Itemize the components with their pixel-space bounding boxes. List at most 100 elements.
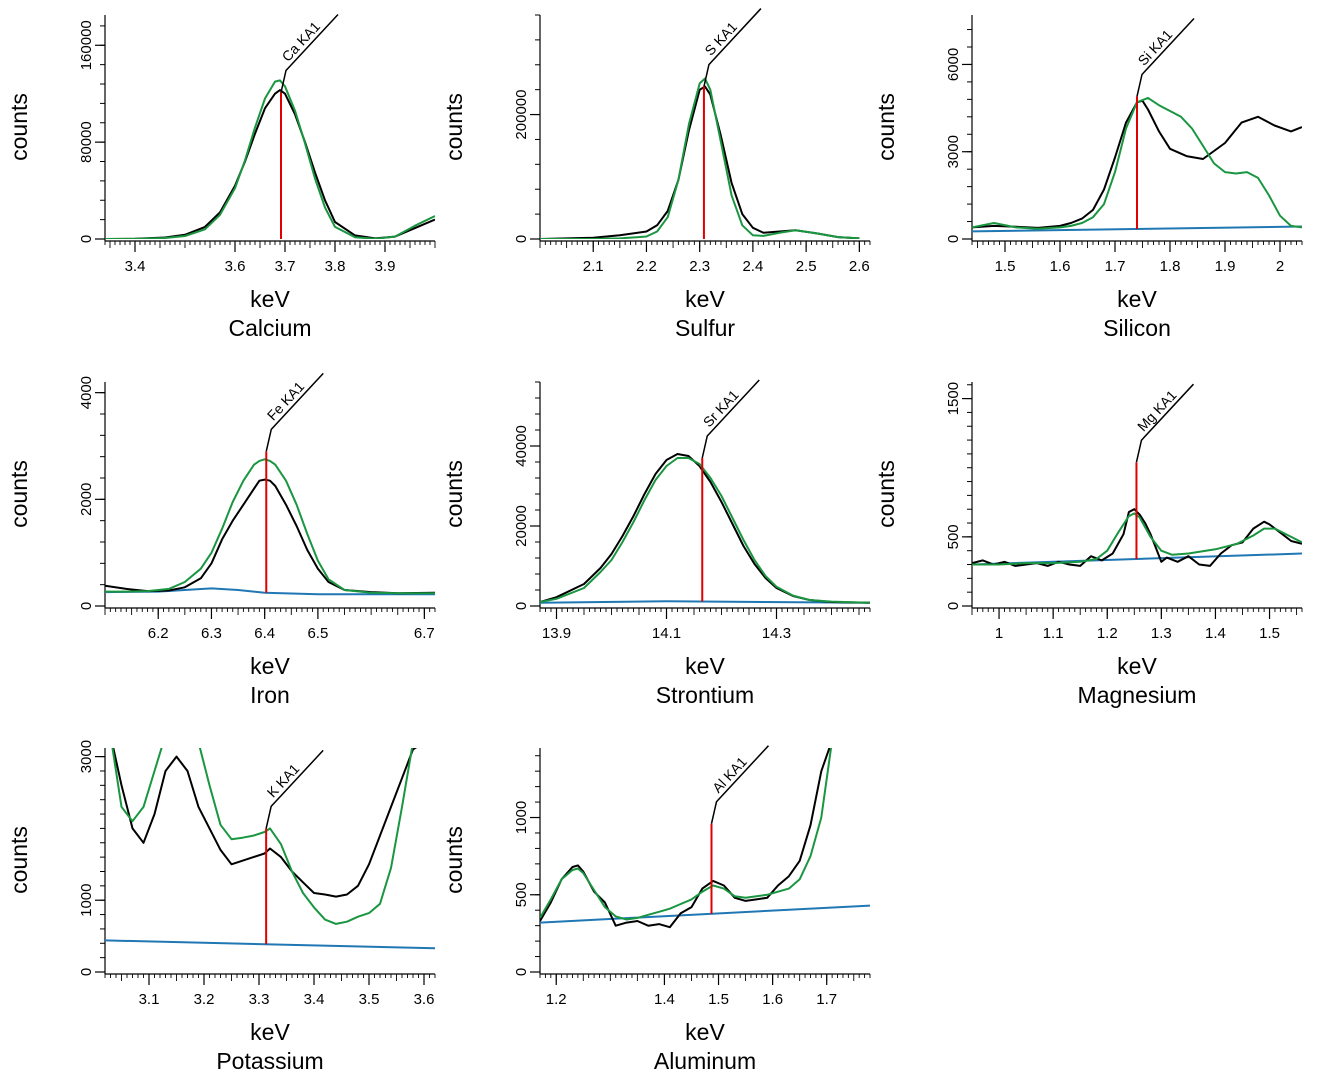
peak-label: Sr KA1 xyxy=(700,387,742,431)
x-tick-label: 2.6 xyxy=(849,258,870,275)
peak-leader-line xyxy=(280,13,339,93)
plot-area xyxy=(540,453,870,604)
peak-label: Al KA1 xyxy=(709,753,750,795)
x-tick-label: 3.4 xyxy=(304,991,325,1008)
panel-title: Magnesium xyxy=(1078,682,1197,708)
x-tick-label: 3.5 xyxy=(359,991,380,1008)
y-tick-label: 80000 xyxy=(78,121,95,163)
y-axis-label: counts xyxy=(6,460,32,528)
panel-aluminum: 0 500 1000 1.2 1.4 1.5 1.6 1.7 keV counts Aluminum… xyxy=(441,745,871,1074)
x-tick-label: 2 xyxy=(1276,258,1284,275)
plot-area xyxy=(105,458,435,596)
measured-spectrum-line xyxy=(540,748,831,929)
x-tick-label: 3.3 xyxy=(249,991,270,1008)
y-tick-label: 40000 xyxy=(513,425,530,467)
y-tick-label: 160000 xyxy=(78,20,95,70)
background-spectrum-line xyxy=(540,904,870,924)
x-tick-label: 6.2 xyxy=(148,625,169,642)
x-tick-label: 3.4 xyxy=(125,258,146,275)
plot-area xyxy=(540,748,870,929)
panel-title: Iron xyxy=(250,682,290,708)
y-tick-label: 0 xyxy=(945,235,962,243)
fit-spectrum-line xyxy=(540,748,833,921)
x-tick-label: 1.2 xyxy=(1097,625,1118,642)
y-tick-label: 3000 xyxy=(78,740,95,773)
panel-potassium: 0 1000 3000 3.1 3.2 3.3 3.4 3.5 3.6 keV counts Pota… xyxy=(6,740,436,1074)
fit-spectrum-line xyxy=(111,748,414,925)
x-tick-label: 1.4 xyxy=(1205,625,1226,642)
fit-spectrum-line xyxy=(972,96,1302,230)
x-tick-label: 1 xyxy=(995,625,1003,642)
x-axis-label: keV xyxy=(250,653,290,679)
y-axis-label: counts xyxy=(873,93,899,161)
fit-spectrum-line xyxy=(540,77,860,239)
fit-spectrum-line xyxy=(105,458,435,595)
x-tick-label: 1.5 xyxy=(1259,625,1280,642)
y-tick-label: 200000 xyxy=(513,90,530,140)
y-tick-label: 3000 xyxy=(945,135,962,168)
panel-title: Potassium xyxy=(216,1048,323,1074)
y-tick-label: 0 xyxy=(513,968,530,976)
x-tick-label: 1.9 xyxy=(1215,258,1236,275)
panel-sulfur: 0 200000 2.1 2.2 2.3 2.4 2.5 2.6 keV counts Sulfur… xyxy=(441,8,871,341)
y-axis-label: counts xyxy=(6,826,32,894)
panel-calcium: 0 80000 160000 3.4 3.6 3.7 3.8 3.9 keV counts Calc… xyxy=(6,13,436,341)
x-tick-label: 6.3 xyxy=(201,625,222,642)
x-axis-label: keV xyxy=(685,653,725,679)
fit-spectrum-line xyxy=(105,79,435,239)
peak-leader-line xyxy=(265,372,324,452)
peak-leader-line xyxy=(701,379,760,459)
x-tick-label: 2.3 xyxy=(689,258,710,275)
x-tick-label: 3.7 xyxy=(275,258,296,275)
y-tick-label: 0 xyxy=(513,602,530,610)
y-tick-label: 500 xyxy=(513,882,530,907)
x-tick-label: 14.3 xyxy=(762,625,791,642)
x-tick-label: 1.6 xyxy=(762,991,783,1008)
y-axis-label: counts xyxy=(441,93,467,161)
x-tick-label: 1.3 xyxy=(1151,625,1172,642)
plot-area xyxy=(105,748,435,950)
x-axis-label: keV xyxy=(250,1019,290,1045)
panel-silicon: 0 3000 6000 1.5 1.6 1.7 1.8 1.9 2 keV counts Silico… xyxy=(873,15,1303,341)
panel-magnesium: 0 500 1500 1 1.1 1.2 1.3 1.4 1.5 keV counts Magnesi… xyxy=(873,382,1303,708)
x-tick-label: 1.1 xyxy=(1043,625,1064,642)
x-tick-label: 3.8 xyxy=(325,258,346,275)
y-tick-label: 4000 xyxy=(78,376,95,409)
measured-spectrum-line xyxy=(105,89,435,239)
panel-title: Sulfur xyxy=(675,315,735,341)
plot-area xyxy=(540,77,860,239)
x-tick-label: 1.4 xyxy=(654,991,675,1008)
y-axis-label: counts xyxy=(6,93,32,161)
x-tick-label: 2.2 xyxy=(636,258,657,275)
background-spectrum-line xyxy=(105,939,435,950)
x-tick-label: 3.6 xyxy=(414,991,435,1008)
panel-iron: 0 2000 4000 6.2 6.3 6.4 6.5 6.7 keV counts Iron Fe … xyxy=(6,372,436,708)
x-tick-label: 2.1 xyxy=(583,258,604,275)
measured-spectrum-line xyxy=(540,85,860,239)
x-tick-label: 1.5 xyxy=(708,991,729,1008)
y-tick-label: 1000 xyxy=(513,801,530,834)
x-tick-label: 1.2 xyxy=(546,991,567,1008)
peak-label: Ca KA1 xyxy=(278,18,323,64)
y-tick-label: 0 xyxy=(945,602,962,610)
x-tick-label: 2.4 xyxy=(742,258,763,275)
x-tick-label: 1.5 xyxy=(995,258,1016,275)
panel-title: Calcium xyxy=(228,315,311,341)
y-tick-label: 1000 xyxy=(78,884,95,917)
y-tick-label: 0 xyxy=(78,235,95,243)
x-axis-label: keV xyxy=(685,1019,725,1045)
y-tick-label: 2000 xyxy=(78,483,95,516)
y-axis-label: counts xyxy=(873,460,899,528)
peak-leader-line xyxy=(1136,17,1195,97)
x-axis-label: keV xyxy=(250,286,290,312)
y-tick-label: 500 xyxy=(945,524,962,549)
measured-spectrum-line xyxy=(540,453,870,604)
x-axis-label: keV xyxy=(685,286,725,312)
y-tick-label: 1500 xyxy=(945,382,962,415)
x-tick-label: 1.6 xyxy=(1050,258,1071,275)
x-tick-label: 2.5 xyxy=(796,258,817,275)
fit-spectrum-line xyxy=(540,457,870,604)
x-axis-label: keV xyxy=(1117,653,1157,679)
fit-spectrum-line xyxy=(972,512,1302,566)
